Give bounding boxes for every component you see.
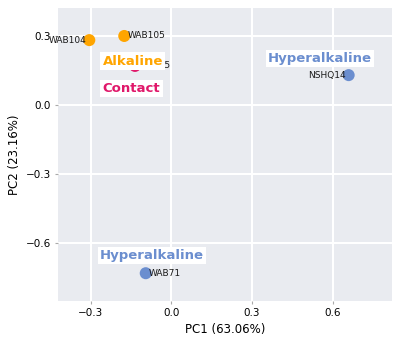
Text: WAB71: WAB71 — [149, 269, 181, 278]
Text: NSHQ14: NSHQ14 — [308, 71, 346, 79]
Point — [132, 63, 138, 69]
Text: Hyperalkaline: Hyperalkaline — [100, 249, 204, 262]
Text: Alkaline: Alkaline — [103, 55, 163, 68]
Text: Hyperalkaline: Hyperalkaline — [268, 52, 372, 65]
Point — [121, 33, 128, 39]
Point — [142, 270, 149, 276]
Text: WAB105: WAB105 — [128, 31, 165, 41]
X-axis label: PC1 (63.06%): PC1 (63.06%) — [185, 323, 265, 336]
Y-axis label: PC2 (23.16%): PC2 (23.16%) — [8, 114, 21, 195]
Text: WAB55: WAB55 — [138, 62, 170, 71]
Text: WAB104: WAB104 — [48, 36, 86, 45]
Point — [346, 72, 352, 78]
Text: Contact: Contact — [103, 82, 160, 95]
Point — [86, 37, 92, 43]
